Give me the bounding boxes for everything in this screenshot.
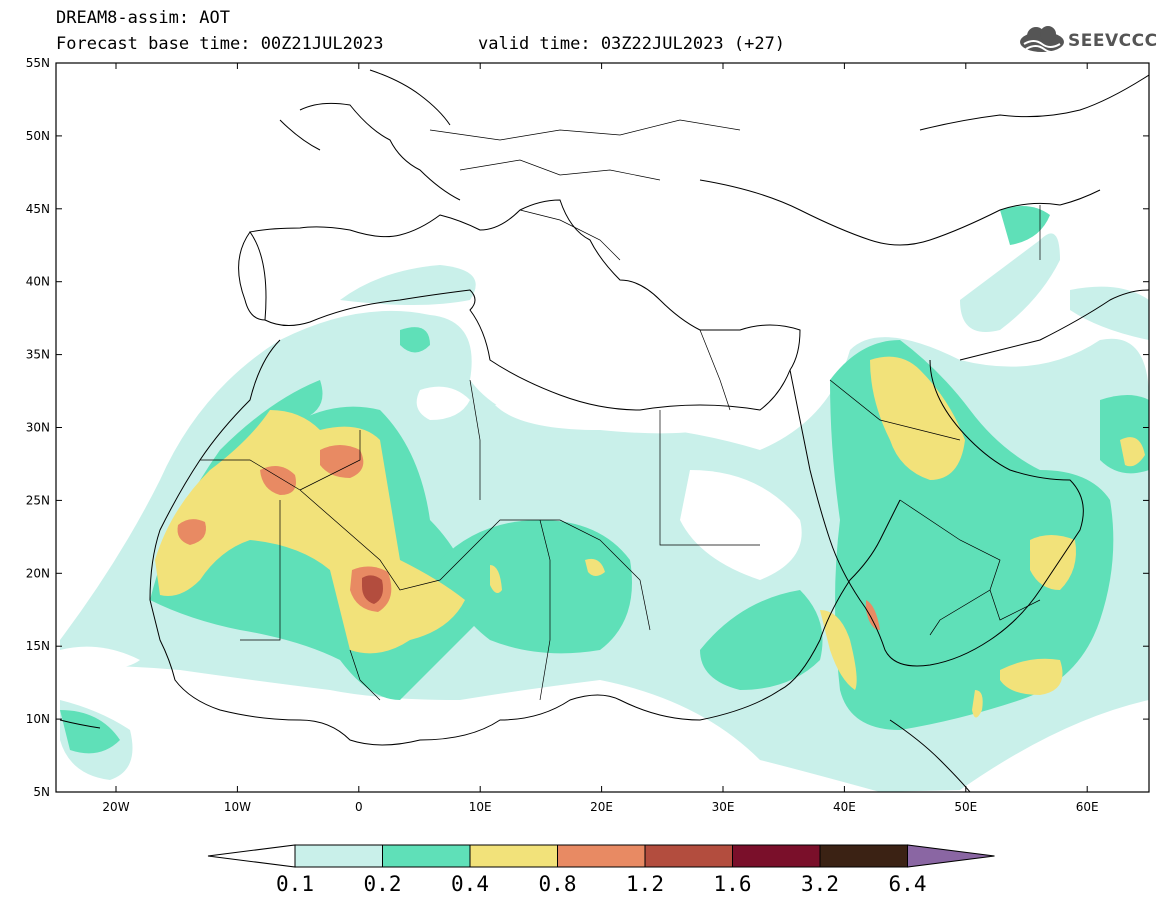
colorbar-label: 0.4 bbox=[451, 872, 489, 896]
lat-label: 25N bbox=[26, 493, 50, 507]
lat-label: 30N bbox=[26, 421, 50, 435]
forecast-base-time: Forecast base time: 00Z21JUL2023 bbox=[56, 34, 384, 54]
lon-label: 10W bbox=[224, 800, 251, 814]
lon-label: 10E bbox=[469, 800, 492, 814]
valid-time: valid time: 03Z22JUL2023 (+27) bbox=[478, 34, 786, 54]
colorbar-label: 0.8 bbox=[538, 872, 577, 896]
colorbar-segment bbox=[644, 844, 733, 868]
colorbar-segment bbox=[557, 844, 646, 868]
aot-field bbox=[56, 63, 1149, 792]
lon-label: 50E bbox=[954, 800, 977, 814]
lat-label: 55N bbox=[26, 56, 50, 70]
colorbar-label: 0.1 bbox=[276, 872, 314, 896]
colorbar-segment bbox=[469, 844, 558, 868]
seevccc-logo: SEEVCCC bbox=[1018, 24, 1158, 58]
logo-text: SEEVCCC bbox=[1068, 31, 1158, 51]
colorbar-high-arrow bbox=[907, 844, 995, 868]
lon-label: 0 bbox=[355, 800, 363, 814]
lon-label: 30E bbox=[712, 800, 735, 814]
latitude-axis: 55N 50N 45N 40N 35N 30N 25N 20N 15N 10N 5N bbox=[26, 56, 1149, 799]
colorbar bbox=[207, 844, 995, 868]
chart-title: DREAM8-assim: AOT bbox=[56, 8, 230, 28]
colorbar-segment bbox=[382, 844, 471, 868]
colorbar-label: 6.4 bbox=[888, 872, 927, 896]
lat-label: 10N bbox=[26, 712, 50, 726]
cloud-icon bbox=[1020, 26, 1064, 53]
colorbar-segment bbox=[819, 844, 908, 868]
colorbar-label: 1.6 bbox=[713, 872, 752, 896]
lat-label: 40N bbox=[26, 275, 50, 289]
lat-label: 20N bbox=[26, 566, 50, 580]
colorbar-segment bbox=[732, 844, 821, 868]
colorbar-low-arrow bbox=[207, 844, 296, 868]
lon-label: 60E bbox=[1076, 800, 1099, 814]
colorbar-label: 0.2 bbox=[363, 872, 402, 896]
lon-label: 40E bbox=[833, 800, 856, 814]
lat-label: 45N bbox=[26, 202, 50, 216]
longitude-axis: 20W 10W 0 10E 20E 30E 40E 50E 60E bbox=[102, 63, 1099, 814]
lon-label: 20E bbox=[590, 800, 613, 814]
lat-label: 50N bbox=[26, 129, 50, 143]
colorbar-label: 1.2 bbox=[626, 872, 664, 896]
lat-label: 35N bbox=[26, 348, 50, 362]
colorbar-segment bbox=[294, 844, 383, 868]
lat-label: 15N bbox=[26, 639, 50, 653]
lat-label: 5N bbox=[33, 785, 50, 799]
lon-label: 20W bbox=[102, 800, 129, 814]
colorbar-label: 3.2 bbox=[801, 872, 839, 896]
